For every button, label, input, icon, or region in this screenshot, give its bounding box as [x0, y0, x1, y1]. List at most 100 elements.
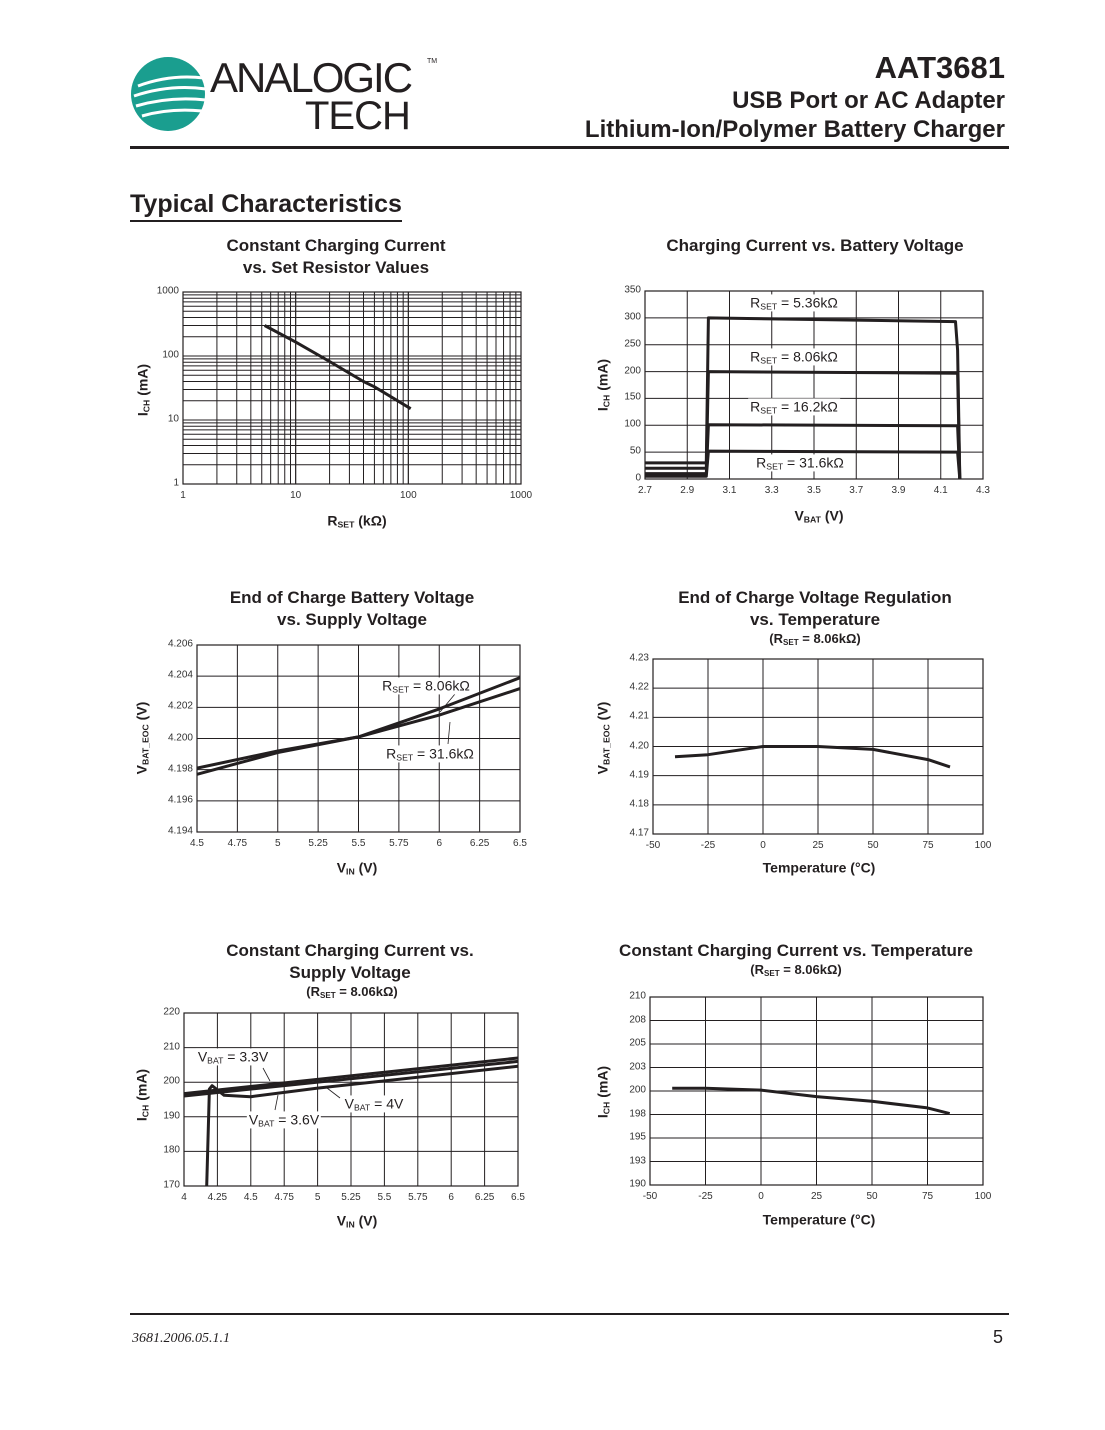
label-part-base: I — [134, 412, 151, 417]
series-line-1 — [645, 316, 962, 480]
y-tick-label: 4.22 — [629, 681, 649, 693]
series-line-4 — [645, 449, 962, 480]
label-part-tail: = 16.2kΩ — [777, 398, 838, 415]
chart-1 — [182, 291, 522, 485]
label-part-sub: IN — [346, 866, 355, 877]
x-tick-label: 5.5 — [377, 1192, 392, 1203]
label-part-tail: (V) — [594, 701, 611, 725]
label-part-tail: = 31.6kΩ — [783, 454, 844, 471]
label-part-base: (R — [750, 962, 764, 977]
x-tick-label: 4.75 — [274, 1192, 294, 1203]
chart-4 — [652, 658, 984, 835]
label-part-sub: BAT — [803, 514, 821, 525]
x-tick-label: 0 — [760, 840, 766, 851]
y-tick-label: 193 — [629, 1154, 646, 1166]
y-tick-label: 190 — [629, 1178, 646, 1190]
chart-title: End of Charge Battery Voltage — [229, 588, 475, 607]
y-tick-label: 200 — [624, 364, 641, 376]
y-tick-label: 150 — [624, 391, 641, 403]
y-tick-label: 1 — [173, 477, 179, 489]
y-tick-label: 4.198 — [167, 763, 193, 775]
y-tick-label: 210 — [629, 990, 646, 1002]
y-tick-label: 100 — [624, 418, 641, 430]
x-tick-label: 50 — [867, 840, 879, 851]
label-part-sub: CH — [140, 1104, 151, 1118]
y-tick-label: 350 — [624, 284, 641, 296]
document-code: 3681.2006.05.1.1 — [132, 1331, 230, 1346]
label-part-tail: (mA) — [134, 363, 151, 400]
y-tick-label: 170 — [163, 1179, 180, 1191]
label-part-sub: SET — [760, 301, 778, 312]
x-tick-label: 4.75 — [227, 838, 248, 849]
label-part-sub: BAT_EOC — [140, 724, 151, 766]
label-part-sub: BAT — [207, 1055, 224, 1066]
chart-title: Constant Charging Current vs. Temperatur… — [619, 941, 973, 960]
x-tick-label: 4 — [181, 1192, 187, 1203]
annotation-leader — [439, 693, 456, 713]
label-part-tail: = 4V — [370, 1095, 404, 1112]
x-axis-label: RSET (kΩ) — [327, 512, 386, 529]
y-tick-label: 250 — [624, 338, 641, 350]
label-part-base: V — [336, 859, 347, 876]
x-tick-label: 50 — [866, 1191, 878, 1202]
y-tick-label: 4.23 — [629, 652, 649, 664]
y-tick-label: 1000 — [156, 285, 179, 297]
label-part-sub: CH — [601, 394, 612, 408]
x-tick-label: 5.25 — [341, 1192, 361, 1203]
series-annotation: VBAT = 3.3V — [195, 1048, 271, 1066]
series-line-1 — [672, 1086, 951, 1116]
footer-divider — [130, 1313, 1009, 1315]
x-tick-label: 3.7 — [849, 485, 864, 496]
y-tick-label: 203 — [629, 1060, 646, 1072]
label-part-sub: IN — [346, 1219, 355, 1230]
x-tick-label: 3.5 — [807, 485, 821, 496]
x-tick-label: 6.5 — [513, 838, 527, 849]
label-part-base: R — [382, 677, 393, 694]
label-part-base: Temperature (°C) — [762, 859, 876, 876]
doc-subtitle-2: Lithium-Ion/Polymer Battery Charger — [584, 116, 1005, 143]
y-tick-label: 4.206 — [167, 638, 193, 650]
logo-word-tech: TECH — [305, 94, 411, 138]
x-tick-label: 3.9 — [891, 485, 906, 496]
doc-subtitle-1: USB Port or AC Adapter — [732, 87, 1005, 114]
label-part-base: R — [327, 512, 338, 529]
x-tick-label: 3.1 — [722, 485, 737, 496]
x-axis-label: Temperature (°C) — [763, 859, 876, 876]
label-part-sub: SET — [396, 752, 414, 763]
label-part-tail: = 8.06kΩ — [409, 677, 470, 694]
label-part-tail: = 8.06kΩ) — [335, 984, 398, 999]
chart-subtitle: (RSET = 8.06kΩ) — [769, 631, 860, 647]
plot-frame — [196, 644, 521, 833]
y-tick-label: 4.21 — [629, 710, 649, 722]
label-part-tail: = 5.36kΩ — [777, 294, 838, 311]
part-number: AAT3681 — [874, 50, 1005, 85]
label-part-sub: CH — [141, 399, 152, 413]
label-part-base: I — [594, 407, 611, 412]
x-tick-label: 4.25 — [207, 1192, 228, 1203]
label-part-sub: BAT — [258, 1118, 275, 1129]
logo-mark-icon — [131, 57, 207, 131]
x-tick-label: 4.5 — [243, 1192, 258, 1203]
y-axis-label: VBAT_EOC (V) — [133, 702, 150, 775]
label-part-base: V — [197, 1048, 208, 1065]
y-tick-label: 220 — [163, 1006, 180, 1018]
y-tick-label: 4.194 — [167, 825, 193, 837]
label-part-sub: SET — [763, 969, 780, 978]
label-part-sub: SET — [760, 405, 778, 416]
label-part-tail: = 3.3V — [223, 1048, 269, 1065]
x-tick-label: 5.75 — [389, 838, 409, 849]
y-axis-label: ICH (mA) — [594, 1066, 611, 1118]
annotation-leader — [326, 1087, 341, 1099]
x-tick-label: 100 — [974, 840, 992, 851]
x-tick-label: 3.3 — [764, 485, 779, 496]
label-part-sub: SET — [760, 355, 778, 366]
chart-subtitle: (RSET = 8.06kΩ) — [750, 962, 841, 978]
y-tick-label: 4.202 — [167, 700, 193, 712]
label-part-tail: = 8.06kΩ — [777, 348, 838, 365]
y-tick-label: 50 — [629, 445, 641, 457]
series-line-1 — [183, 1056, 519, 1096]
label-part-base: R — [756, 454, 767, 471]
chart-6 — [649, 996, 984, 1186]
plot-frame — [652, 658, 984, 835]
